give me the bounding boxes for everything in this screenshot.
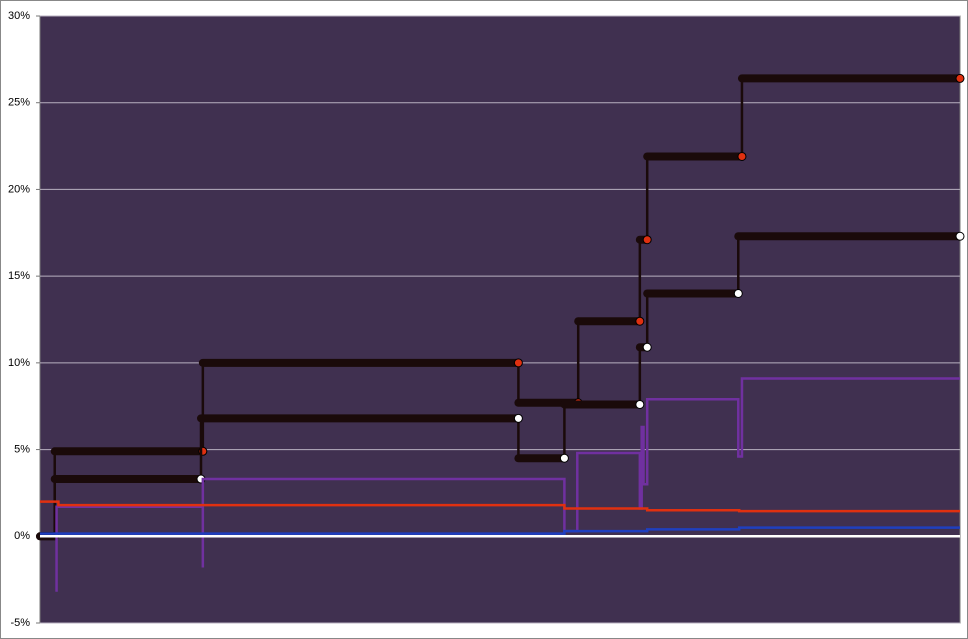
series-line [40, 500, 960, 513]
step-marker [635, 399, 645, 409]
step-marker [955, 73, 965, 83]
y-tick-label: 30% [8, 10, 30, 22]
y-tick-label: -5% [10, 617, 30, 629]
step-marker [559, 453, 569, 463]
y-tick-label: 5% [14, 443, 30, 455]
y-tick-label: 20% [8, 183, 30, 195]
step-marker [513, 413, 523, 423]
y-tick-label: 10% [8, 357, 30, 369]
step-marker [635, 316, 645, 326]
step-marker [642, 342, 652, 352]
y-tick-label: 15% [8, 270, 30, 282]
series-line [40, 526, 960, 535]
y-tick-label: 25% [8, 97, 30, 109]
step-marker [642, 235, 652, 245]
step-marker [513, 358, 523, 368]
step-marker [733, 288, 743, 298]
y-tick-label: 0% [14, 530, 30, 542]
step-marker [955, 231, 965, 241]
step-marker [737, 151, 747, 161]
plot-area [39, 15, 961, 624]
